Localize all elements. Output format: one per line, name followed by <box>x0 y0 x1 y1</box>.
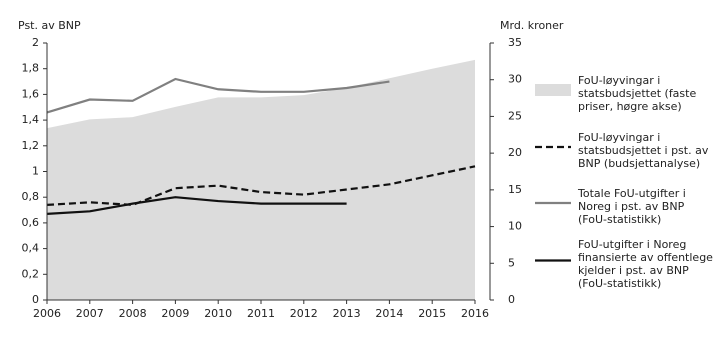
x-tick-label: 2008 <box>119 307 147 320</box>
y-axis-title: Pst. av BNP <box>18 19 81 32</box>
x-tick-label: 2007 <box>76 307 104 320</box>
line <box>46 165 476 207</box>
y-tick-label: 0,4 <box>22 242 40 255</box>
x-tick-label: 2011 <box>247 307 275 320</box>
legend-label: FoU-utgifter i Noreg finansierte av offe… <box>578 238 713 290</box>
y-tick-label: 2 <box>32 36 39 49</box>
y-tick-label: 0,8 <box>22 190 40 203</box>
y2-tick-label: 30 <box>508 73 522 86</box>
x-tick-label: 2009 <box>161 307 189 320</box>
y2-tick-label: 5 <box>508 256 515 269</box>
x-tick-label: 2016 <box>461 307 489 320</box>
y-tick-label: 0,6 <box>22 216 40 229</box>
legend-label: FoU-løyvingar i statsbudsjettet (faste p… <box>578 74 697 113</box>
y2-tick-label: 15 <box>508 183 522 196</box>
legend-swatch <box>535 84 571 96</box>
y2-tick-label: 20 <box>508 146 522 159</box>
x-tick-label: 2010 <box>204 307 232 320</box>
x-tick-label: 2006 <box>33 307 61 320</box>
x-tick-label: 2015 <box>418 307 446 320</box>
y-tick-label: 0,2 <box>22 267 40 280</box>
y2-axis-title: Mrd. kroner <box>500 19 564 32</box>
x-tick-label: 2014 <box>375 307 403 320</box>
y2-tick-label: 10 <box>508 220 522 233</box>
x-tick-label: 2012 <box>290 307 318 320</box>
y-tick-label: 1 <box>32 165 39 178</box>
legend-label: Totale FoU-utgifter i Noreg i pst. av BN… <box>578 187 686 226</box>
line <box>46 77 390 114</box>
y-tick-label: 1,4 <box>22 113 40 126</box>
legend-label: FoU-løyvingar i statsbudsjettet i pst. a… <box>578 131 709 170</box>
line <box>46 196 347 216</box>
y-tick-label: 1,2 <box>22 139 40 152</box>
area <box>47 59 475 300</box>
y-tick-label: 1,8 <box>22 62 40 75</box>
y2-tick-label: 35 <box>508 36 522 49</box>
y-tick-label: 0 <box>32 293 39 306</box>
x-tick-label: 2013 <box>333 307 361 320</box>
y-tick-label: 1,6 <box>22 87 40 100</box>
y2-tick-label: 0 <box>508 293 515 306</box>
y2-tick-label: 25 <box>508 109 522 122</box>
